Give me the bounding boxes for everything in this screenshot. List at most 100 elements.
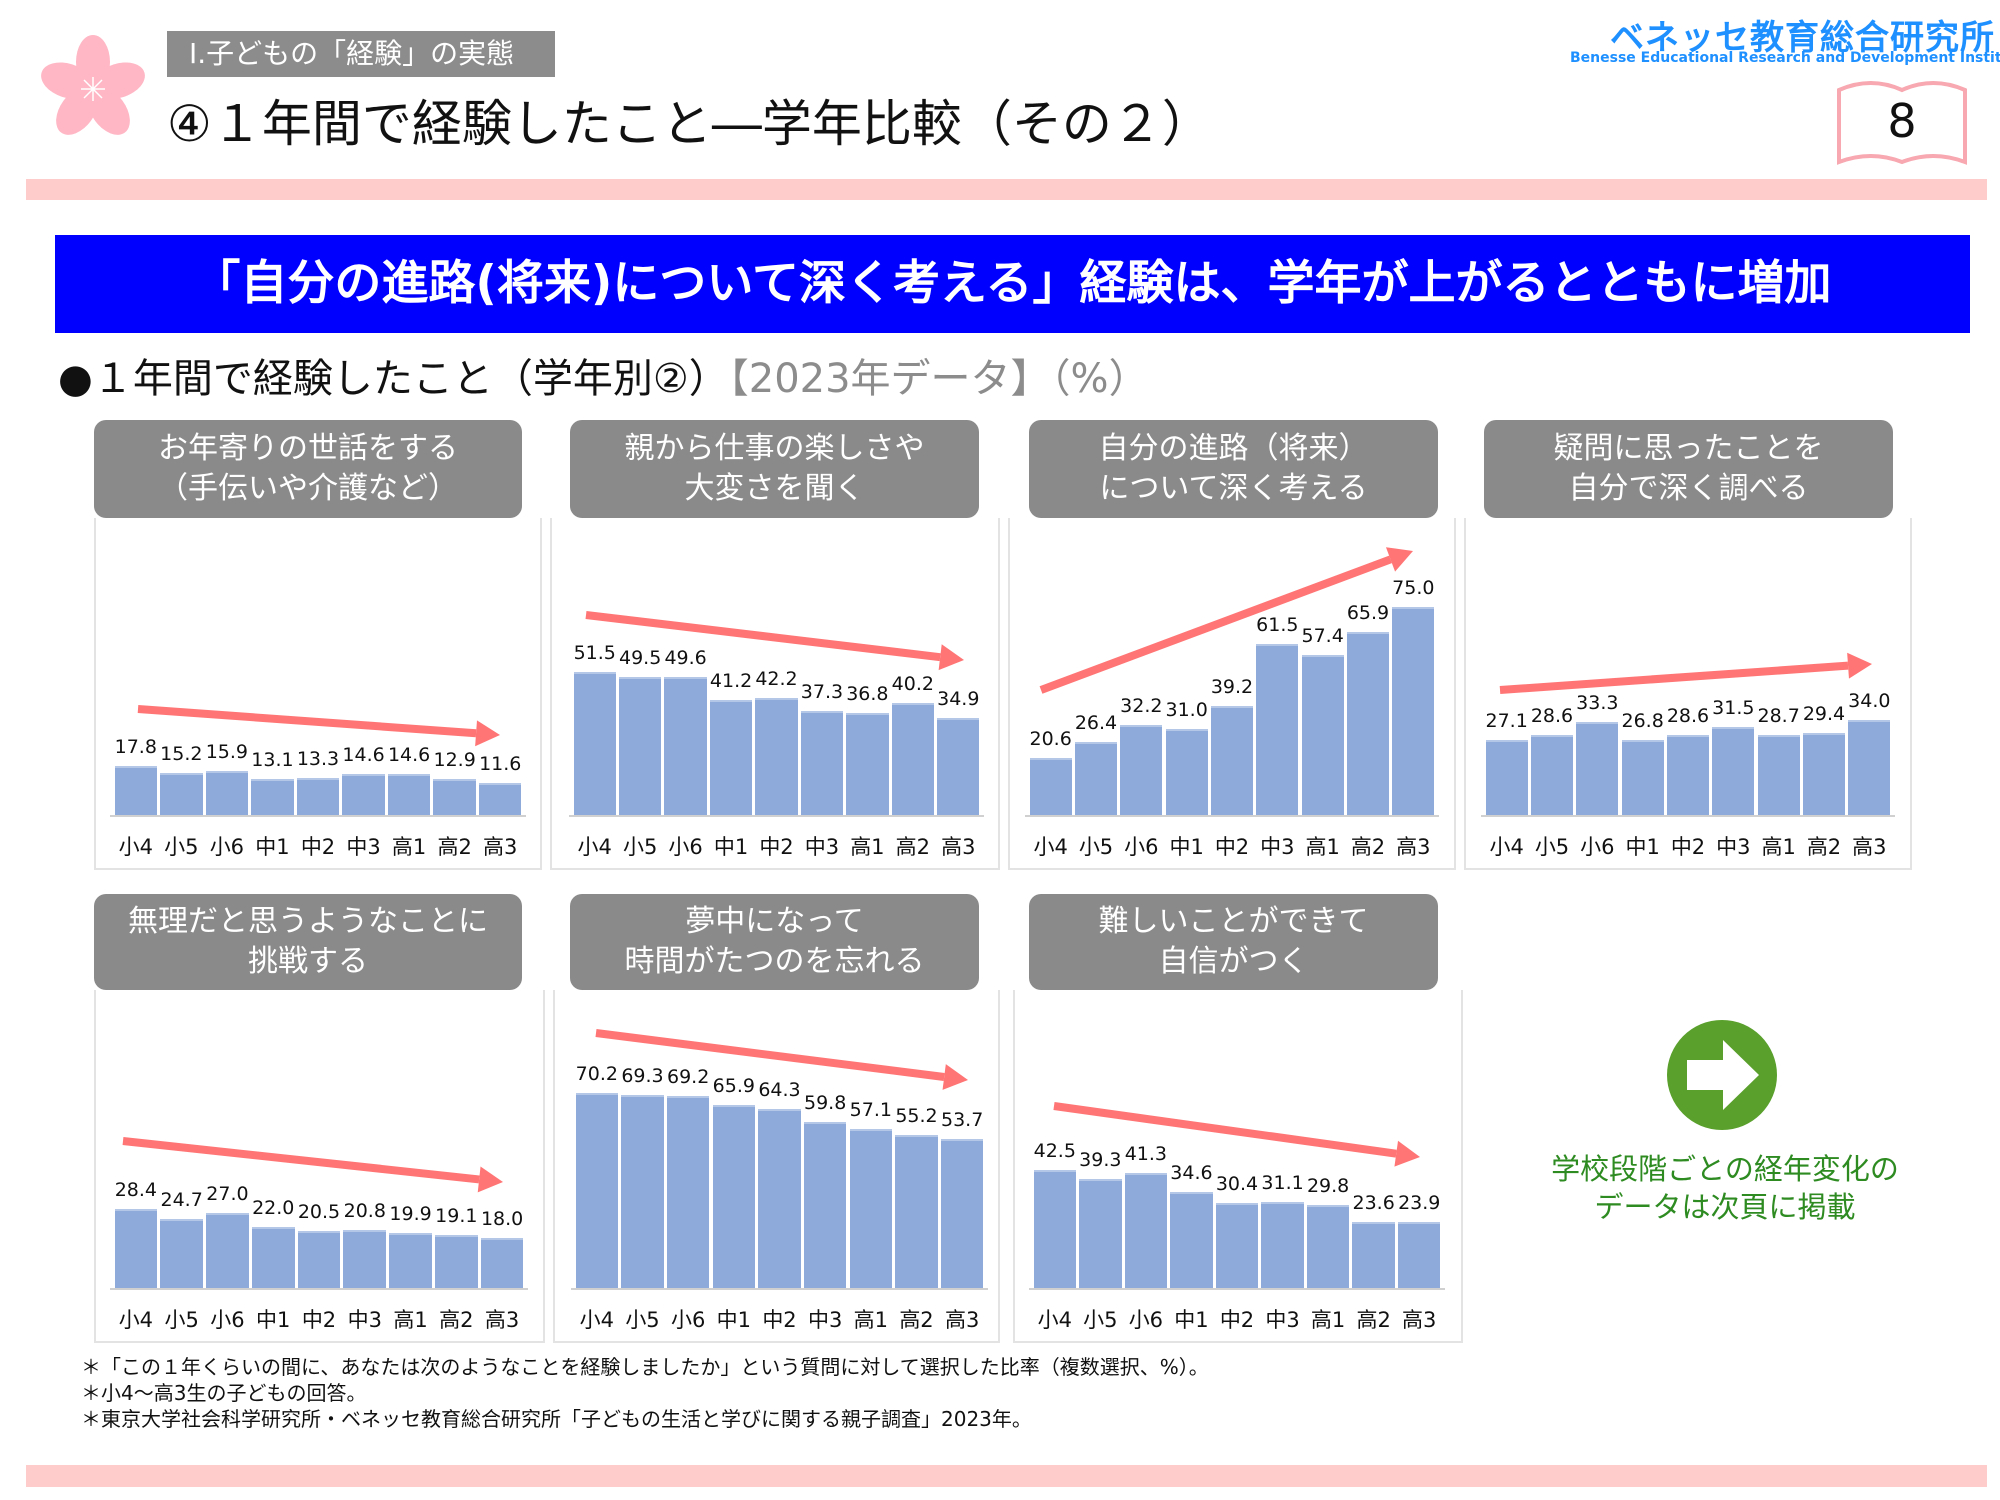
data-label: 37.3 bbox=[800, 681, 844, 704]
bar bbox=[114, 1209, 158, 1288]
x-tick-label: 高2 bbox=[1350, 835, 1386, 859]
x-tick-label: 小4 bbox=[118, 835, 153, 859]
x-tick-label: 小4 bbox=[1033, 835, 1068, 859]
x-tick-label: 中2 bbox=[762, 1308, 797, 1332]
data-label: 22.0 bbox=[252, 1196, 295, 1219]
data-label: 13.3 bbox=[296, 748, 340, 771]
x-tick-label: 高1 bbox=[1761, 835, 1796, 859]
x-tick-label: 小6 bbox=[1128, 1308, 1164, 1332]
bar bbox=[1576, 722, 1619, 815]
x-tick-label: 小4 bbox=[577, 835, 612, 859]
bar bbox=[1306, 1205, 1350, 1288]
x-tick-label: 高3 bbox=[1402, 1308, 1437, 1332]
next-note-line-2: データは次頁に掲載 bbox=[1594, 1190, 1856, 1224]
bar bbox=[1074, 741, 1118, 815]
bar bbox=[575, 1092, 619, 1288]
bar bbox=[433, 779, 476, 815]
data-label: 26.8 bbox=[1621, 710, 1664, 733]
x-tick-label: 小6 bbox=[1124, 835, 1159, 859]
x-tick-label: 中1 bbox=[1174, 1308, 1209, 1332]
data-label: 27.0 bbox=[206, 1182, 249, 1205]
data-label: 17.8 bbox=[114, 735, 157, 758]
data-label: 29.8 bbox=[1306, 1175, 1350, 1198]
chart-panel-frame bbox=[1013, 990, 1463, 1343]
data-label: 31.5 bbox=[1712, 697, 1755, 720]
chart-title-line: （手伝いや介護など） bbox=[158, 471, 458, 506]
sakura-icon bbox=[41, 35, 145, 135]
data-label: 34.0 bbox=[1848, 690, 1891, 713]
bar bbox=[1210, 706, 1254, 815]
data-label: 40.2 bbox=[891, 673, 934, 696]
data-label: 55.2 bbox=[895, 1104, 938, 1127]
bar bbox=[1079, 1178, 1122, 1288]
data-label: 20.8 bbox=[343, 1200, 386, 1223]
data-label: 34.6 bbox=[1170, 1161, 1213, 1184]
data-label: 12.9 bbox=[433, 749, 476, 772]
chart-title-line: お年寄りの世話をする bbox=[158, 431, 458, 466]
chart-title-box: 自分の進路（将来） について深く考える bbox=[1029, 420, 1438, 518]
bottom-pink-band bbox=[26, 1465, 1987, 1487]
data-label: 36.8 bbox=[846, 682, 889, 705]
data-label: 64.3 bbox=[758, 1079, 801, 1102]
bar bbox=[664, 677, 707, 815]
x-tick-label: 小6 bbox=[210, 1308, 245, 1332]
chart-title-line: 挑戦する bbox=[248, 944, 368, 979]
data-label: 13.1 bbox=[251, 748, 294, 771]
next-arrow-icon bbox=[1667, 1020, 1777, 1130]
x-axis-line bbox=[569, 815, 984, 817]
x-axis-line bbox=[1025, 815, 1439, 817]
bar bbox=[160, 772, 203, 815]
x-tick-label: 中1 bbox=[1169, 835, 1204, 859]
heading-note: 【2023年データ】（%） bbox=[728, 356, 1149, 402]
x-tick-label: 高3 bbox=[1396, 835, 1431, 859]
x-axis-line bbox=[110, 815, 526, 817]
x-tick-label: 高1 bbox=[393, 1308, 428, 1332]
x-tick-label: 中3 bbox=[347, 1308, 382, 1332]
bar bbox=[251, 778, 294, 815]
bar bbox=[846, 712, 889, 815]
data-label: 28.4 bbox=[114, 1179, 158, 1202]
x-tick-label: 高3 bbox=[484, 1308, 520, 1332]
data-label: 23.6 bbox=[1352, 1192, 1395, 1215]
footnote-3: ＊東京大学社会科学研究所・ベネッセ教育総合研究所「子どもの生活と学びに関する親子… bbox=[81, 1407, 1032, 1431]
chart-title-box: 夢中になって 時間がたつのを忘れる bbox=[570, 894, 979, 990]
data-label: 23.9 bbox=[1398, 1191, 1441, 1214]
chart-panel-frame bbox=[550, 518, 1000, 870]
data-label: 14.6 bbox=[387, 744, 431, 767]
bar bbox=[1301, 655, 1344, 815]
data-label: 59.8 bbox=[804, 1091, 847, 1114]
chart-title-line: について深く考える bbox=[1099, 471, 1368, 506]
bar bbox=[800, 711, 844, 815]
chart-title-line: 疑問に思ったことを bbox=[1553, 431, 1824, 466]
chart-section-heading: ●１年間で経験したこと（学年別②）【2023年データ】（%） bbox=[58, 352, 1149, 406]
data-label: 39.2 bbox=[1210, 676, 1254, 699]
data-label: 19.1 bbox=[435, 1204, 478, 1227]
footnote-1: ＊「この１年くらいの間に、あなたは次のようなことを経験しましたか」という質問に対… bbox=[81, 1355, 1209, 1379]
bar bbox=[389, 1232, 432, 1288]
chart-title-line: 難しいことができて bbox=[1098, 904, 1369, 939]
x-tick-label: 中3 bbox=[804, 835, 840, 859]
bar bbox=[895, 1134, 938, 1288]
bar bbox=[206, 1212, 249, 1288]
bar bbox=[755, 697, 798, 815]
x-tick-label: 中1 bbox=[716, 1308, 752, 1332]
x-tick-label: 小5 bbox=[1534, 835, 1570, 859]
section-label: Ⅰ.子どもの「経験」の実態 bbox=[167, 31, 555, 77]
x-tick-label: 小5 bbox=[1083, 1308, 1118, 1332]
x-tick-label: 小6 bbox=[668, 835, 703, 859]
chart-title-line: 夢中になって bbox=[685, 904, 864, 939]
bar bbox=[666, 1095, 710, 1288]
bar bbox=[849, 1129, 893, 1288]
x-tick-label: 中3 bbox=[807, 1308, 843, 1332]
data-label: 34.9 bbox=[937, 687, 980, 710]
page-number-badge: 8 bbox=[1836, 80, 1968, 170]
data-label: 14.6 bbox=[342, 744, 385, 767]
data-label: 30.4 bbox=[1215, 1173, 1259, 1196]
x-tick-label: 小6 bbox=[670, 1308, 706, 1332]
x-tick-label: 小5 bbox=[164, 835, 199, 859]
bar bbox=[712, 1104, 756, 1288]
page-title: ④１年間で経験したこと―学年比較（その２） bbox=[167, 95, 1212, 153]
x-tick-label: 小4 bbox=[118, 1308, 154, 1332]
x-tick-label: 中2 bbox=[301, 1308, 337, 1332]
x-tick-label: 中2 bbox=[1219, 1308, 1255, 1332]
